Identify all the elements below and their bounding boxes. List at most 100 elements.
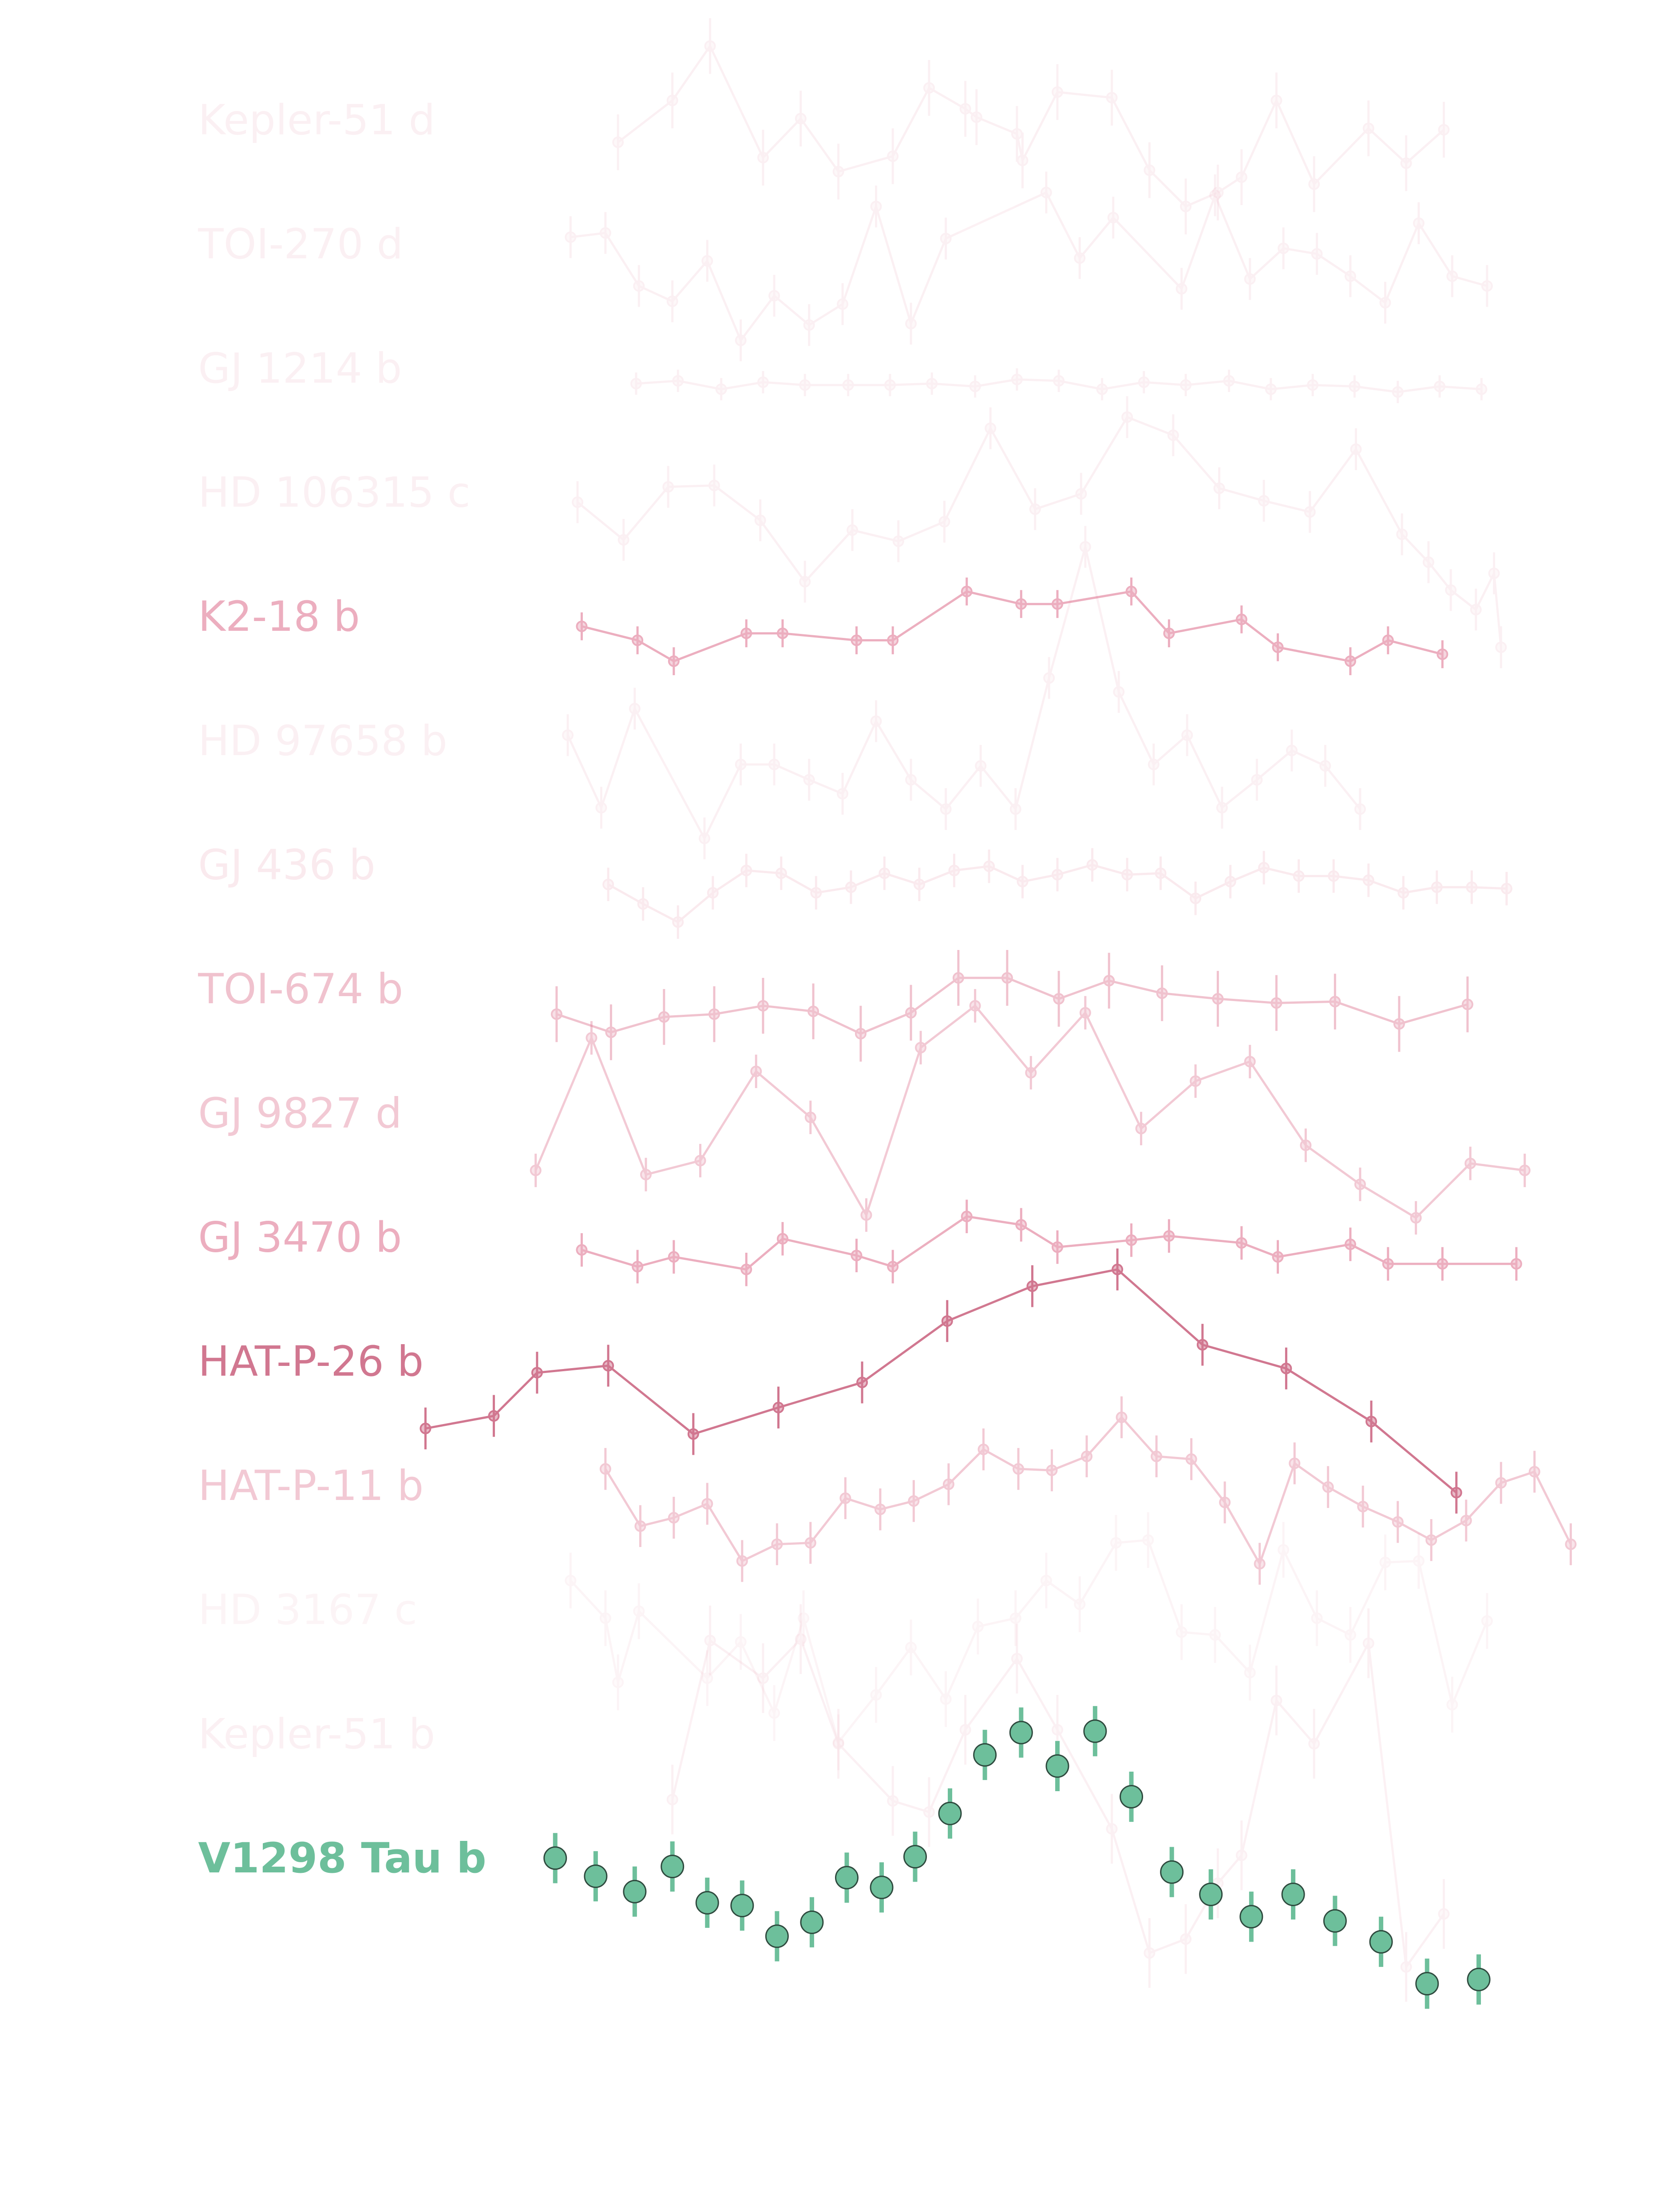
data-point (634, 1520, 646, 1532)
data-point (851, 1250, 863, 1262)
data-point (735, 1636, 747, 1648)
data-point (1308, 1738, 1320, 1750)
data-point (1434, 380, 1446, 392)
data-point (550, 1008, 562, 1020)
data-point (754, 514, 766, 526)
planet-label: HD 97658 b (198, 717, 447, 765)
spectrum: HAT-P-26 b (198, 1248, 1462, 1514)
data-point (1410, 1212, 1422, 1224)
spectrum: Kepler-51 d (198, 18, 1450, 234)
data-point (633, 280, 645, 292)
data-point (708, 1008, 720, 1020)
data-point (1422, 556, 1434, 568)
data-point (1354, 803, 1366, 815)
spectrum-line (425, 1268, 1457, 1494)
data-point (1365, 1416, 1377, 1428)
data-point (1029, 503, 1041, 515)
data-point (1438, 124, 1450, 136)
data-point (1213, 482, 1225, 494)
data-point (1009, 1612, 1021, 1624)
data-point (1396, 528, 1408, 540)
data-point (757, 152, 769, 164)
data-point (926, 378, 938, 390)
data-point (1311, 248, 1323, 260)
data-point (1300, 1139, 1312, 1151)
data-point (874, 1504, 886, 1516)
planet-label: GJ 1214 b (198, 344, 402, 393)
data-point (969, 1000, 981, 1012)
data-point (530, 1164, 542, 1176)
data-point (1011, 1653, 1023, 1665)
data-point (870, 1876, 894, 1899)
data-point (835, 1866, 859, 1890)
data-point (599, 1463, 611, 1475)
data-point (1180, 379, 1192, 391)
data-point (1185, 1453, 1197, 1465)
data-point (1212, 993, 1224, 1005)
data-point (799, 379, 811, 391)
data-point (576, 1244, 588, 1256)
data-point (1510, 1258, 1522, 1270)
data-point (1074, 252, 1086, 264)
data-point (923, 82, 935, 94)
data-point (771, 1538, 783, 1550)
planet-label: TOI-674 b (198, 965, 403, 1013)
data-point (632, 1261, 644, 1273)
data-point (973, 1743, 997, 1767)
data-point (1500, 882, 1512, 894)
data-point (855, 1028, 867, 1040)
data-point (952, 972, 964, 984)
data-point (658, 1011, 670, 1023)
data-point (666, 95, 678, 107)
data-point (1362, 874, 1374, 886)
data-point (1270, 95, 1282, 107)
data-point (908, 1495, 920, 1507)
data-point (1495, 1477, 1507, 1489)
data-point (668, 1251, 680, 1263)
data-point (672, 916, 684, 928)
spectrum: TOI-270 d (198, 171, 1493, 361)
data-point (1216, 802, 1228, 814)
data-point (832, 1736, 844, 1748)
data-point (839, 1492, 851, 1504)
data-point (768, 759, 780, 771)
data-point (1467, 1967, 1491, 1991)
data-point (1415, 1972, 1439, 1996)
spectrum-line (604, 1416, 1572, 1567)
data-point (1103, 975, 1115, 987)
spectrum-line (534, 1004, 1525, 1219)
planet-label: GJ 436 b (198, 841, 375, 890)
data-point (1196, 1339, 1208, 1351)
data-point (768, 290, 780, 302)
data-point (1081, 1450, 1093, 1462)
data-point (959, 103, 971, 115)
data-point (1079, 1007, 1091, 1019)
data-point (1565, 1538, 1577, 1550)
data-point (1053, 375, 1065, 387)
data-point (740, 864, 752, 876)
data-point (1328, 870, 1340, 882)
data-point (687, 1428, 699, 1440)
spectrum-line (566, 546, 1361, 841)
data-point (768, 1707, 780, 1719)
data-point (672, 375, 684, 387)
spectrum-line (671, 1637, 1445, 1970)
data-point (1180, 1933, 1192, 1945)
data-point (1280, 1362, 1292, 1374)
data-point (985, 422, 997, 434)
data-point (765, 1924, 789, 1948)
spectrum-line (617, 44, 1445, 208)
data-point (1025, 1067, 1037, 1079)
data-point (915, 1042, 927, 1054)
data-point (1113, 686, 1125, 698)
data-point (704, 1634, 716, 1646)
data-point (1235, 613, 1247, 625)
data-point (887, 150, 899, 162)
data-point (1167, 429, 1179, 441)
data-point (870, 1689, 882, 1701)
spectrum-line (570, 191, 1488, 343)
data-point (1239, 1905, 1263, 1929)
data-point (1026, 1280, 1038, 1292)
data-point (1244, 1056, 1256, 1068)
data-point (1270, 1694, 1282, 1706)
